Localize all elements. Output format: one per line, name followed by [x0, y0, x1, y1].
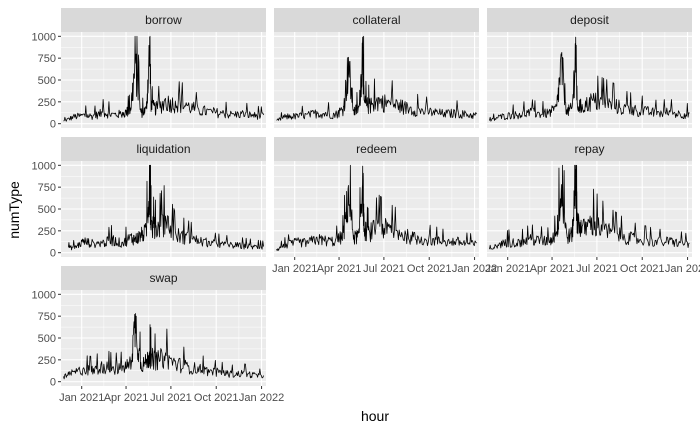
- facet-redeem: redeem Jan 2021 Apr 2021 Jul 2021 Oct 2021 Ja…: [272, 137, 497, 275]
- facet-strip: [487, 8, 692, 32]
- y-tick-label: 750: [38, 182, 56, 194]
- y-tick-label: 0: [50, 119, 56, 131]
- x-tick-label: Jan 2022: [452, 263, 497, 275]
- y-axis-title: numType: [6, 181, 22, 239]
- x-tick-label: Jan 2022: [239, 392, 284, 404]
- facet-strip-label: redeem: [356, 142, 397, 156]
- facet-swap: swap 0 250 500 750 1000 Jan 2021 Apr 2021 Jul 20…: [32, 266, 284, 404]
- facet-strip-label: liquidation: [136, 142, 190, 156]
- facet-strip-label: borrow: [145, 13, 182, 27]
- x-tick-label: Jul 2021: [363, 263, 405, 275]
- facet-strip: [61, 137, 266, 161]
- x-tick-label: Oct 2021: [194, 392, 239, 404]
- x-tick-label: Oct 2021: [407, 263, 452, 275]
- x-tick-label: Jan 2021: [272, 263, 317, 275]
- y-tick-label: 750: [38, 311, 56, 323]
- facet-strip: [274, 8, 479, 32]
- y-tick-label: 0: [50, 248, 56, 260]
- facet-strip-label: deposit: [570, 13, 609, 27]
- facet-liquidation: liquidation 0 250 500 750 1000: [32, 137, 266, 260]
- y-tick-label: 1000: [32, 160, 56, 172]
- series-line-collateral: [276, 35, 477, 121]
- y-tick-label: 250: [38, 97, 56, 109]
- y-tick-label: 250: [38, 355, 56, 367]
- series-line-borrow: [63, 35, 264, 122]
- y-tick-label: 500: [38, 75, 56, 87]
- facet-strip-label: collateral: [352, 13, 400, 27]
- y-tick-label: 1000: [32, 31, 56, 43]
- y-tick-label: 750: [38, 53, 56, 65]
- y-tick-label: 500: [38, 204, 56, 216]
- y-tick-label: 1000: [32, 289, 56, 301]
- facet-strip: [61, 8, 266, 32]
- series-line-repay: [489, 164, 690, 250]
- facet-borrow: borrow 0 250 500 750 1000: [32, 8, 266, 131]
- x-tick-label: Oct 2021: [620, 263, 665, 275]
- x-tick-label: Apr 2021: [104, 392, 149, 404]
- facet-deposit: deposit: [487, 8, 692, 128]
- facet-strip-label: repay: [574, 142, 604, 156]
- x-tick-label: Jan 2022: [665, 263, 700, 275]
- x-tick-label: Jan 2021: [485, 263, 530, 275]
- x-tick-label: Apr 2021: [317, 263, 362, 275]
- series-line-liquidation: [67, 164, 264, 251]
- x-tick-label: Apr 2021: [530, 263, 575, 275]
- y-tick-label: 0: [50, 377, 56, 389]
- series-line-redeem: [276, 164, 477, 251]
- x-axis-title: hour: [361, 408, 389, 424]
- y-tick-label: 500: [38, 333, 56, 345]
- series-line-deposit: [489, 36, 690, 122]
- facet-collateral: collateral: [274, 8, 479, 128]
- facet-strip-label: swap: [149, 271, 177, 285]
- facet-strip: [274, 137, 479, 161]
- facet-strip: [61, 266, 266, 290]
- facet-strip: [487, 137, 692, 161]
- y-tick-label: 250: [38, 226, 56, 238]
- x-tick-label: Jan 2021: [59, 392, 104, 404]
- x-tick-label: Jul 2021: [576, 263, 618, 275]
- facet-repay: repay Jan 2021 Apr 2021 Jul 2021 Oct 2021 Jan…: [485, 137, 700, 275]
- x-tick-label: Jul 2021: [150, 392, 192, 404]
- series-line-swap: [63, 313, 264, 380]
- facet-panels: borrow 0 250 500 750 1000 collateral deposit liq…: [32, 8, 700, 404]
